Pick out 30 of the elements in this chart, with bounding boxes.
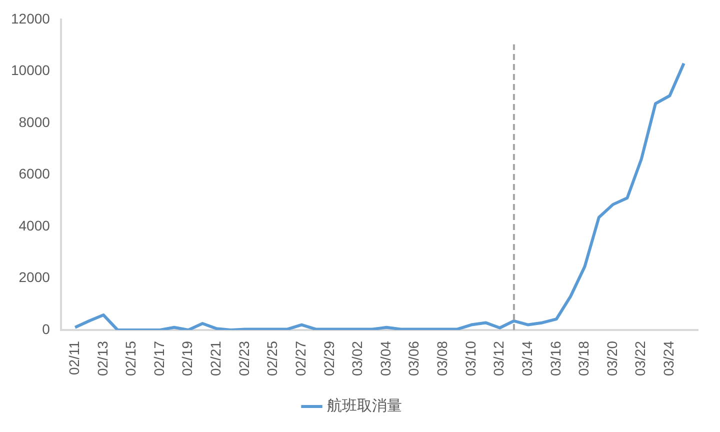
- x-tick-label: 02/27: [292, 340, 308, 376]
- x-tick-label: 03/16: [547, 340, 564, 376]
- x-tick-label: 03/14: [518, 340, 535, 376]
- x-tick-label: 02/19: [179, 340, 196, 376]
- x-tick-label: 03/24: [660, 340, 677, 376]
- x-tick-label: 03/06: [406, 340, 422, 376]
- y-tick-label: 0: [42, 320, 50, 337]
- x-tick-label: 02/21: [208, 340, 224, 376]
- x-tick-label: 03/08: [434, 340, 450, 376]
- x-tick-label: 03/22: [632, 340, 648, 376]
- x-tick-label: 03/12: [490, 340, 507, 376]
- legend-label: 航班取消量: [326, 398, 402, 415]
- y-tick-label: 10000: [10, 62, 50, 78]
- x-tick-label: 03/20: [604, 340, 620, 376]
- x-tick-label: 02/25: [264, 340, 280, 376]
- y-tick-label: 2000: [18, 269, 50, 286]
- x-tick-label: 03/10: [462, 340, 478, 376]
- x-tick-label: 02/23: [236, 340, 252, 376]
- x-tick-label: 02/17: [150, 340, 167, 376]
- x-tick-label: 02/13: [94, 340, 110, 376]
- y-tick-label: 12000: [10, 10, 50, 26]
- x-tick-label: 03/18: [576, 340, 592, 376]
- x-tick-label: 03/04: [377, 340, 394, 376]
- y-tick-label: 8000: [18, 114, 50, 130]
- x-tick-label: 02/29: [320, 340, 337, 376]
- y-tick-label: 6000: [18, 166, 50, 182]
- x-tick-label: 02/15: [122, 340, 139, 376]
- x-tick-label: 03/02: [349, 340, 366, 376]
- y-tick-label: 4000: [18, 217, 50, 234]
- x-tick-label: 02/11: [66, 340, 82, 375]
